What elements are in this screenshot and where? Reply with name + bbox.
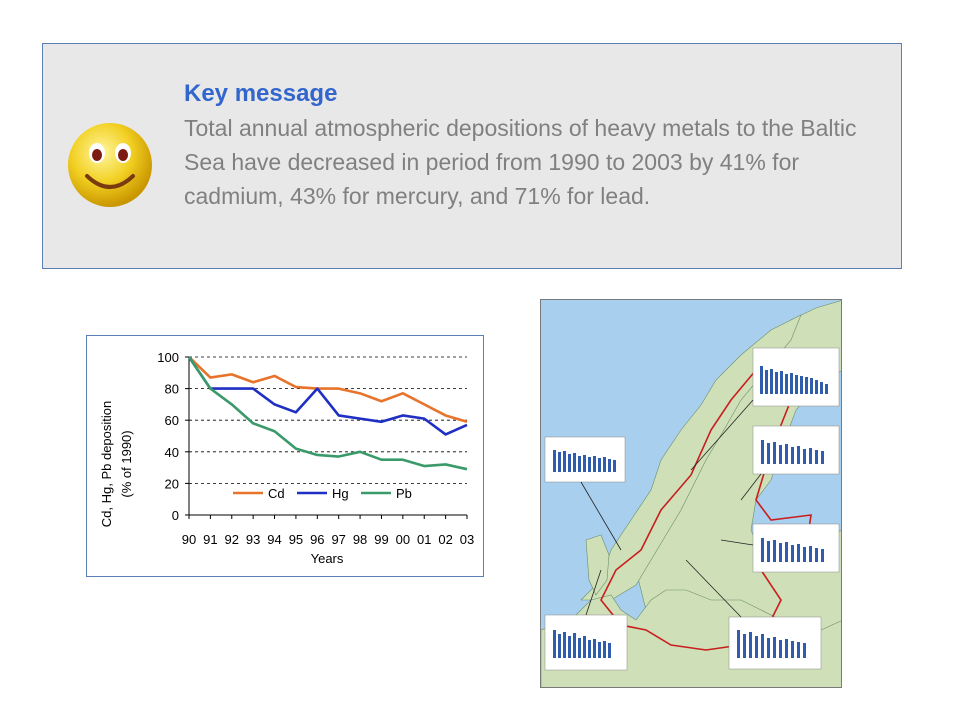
key-message-title: Key message	[184, 80, 338, 107]
x-tick-label: 01	[417, 532, 431, 547]
inset-gulf-of-riga	[752, 523, 840, 573]
series-line-pb	[187, 356, 468, 471]
legend-label-pb: Pb	[396, 486, 412, 501]
x-tick-label: 96	[310, 532, 324, 547]
y-tick-label: 40	[165, 445, 179, 460]
series-line-hg	[187, 356, 468, 436]
x-tick-label: 97	[331, 532, 345, 547]
y-tick-label: 100	[157, 350, 179, 365]
inset-arrows	[580, 399, 762, 618]
inset-kattegat	[544, 436, 626, 483]
y-axis-label: Cd, Hg, Pb deposition	[99, 401, 114, 527]
x-tick-label: 95	[289, 532, 303, 547]
x-tick-label: 91	[203, 532, 217, 547]
x-tick-label: 92	[225, 532, 239, 547]
x-tick-label: 00	[396, 532, 410, 547]
inset-gulf-of-bothnia	[752, 347, 840, 407]
deposition-chart: 0 20 40 60 80 100 90 91 92 93 94 95 96 97 98 99 00 01 02 03…	[86, 335, 484, 577]
inset-gulf-of-finland	[752, 425, 840, 475]
y-tick-label: 20	[165, 476, 179, 491]
y-axis-label-unit: (% of 1990)	[119, 430, 134, 497]
x-tick-label: 98	[353, 532, 367, 547]
x-tick-label: 90	[182, 532, 196, 547]
x-tick-label: 93	[246, 532, 260, 547]
key-message-box	[42, 43, 902, 269]
x-tick-label: 99	[374, 532, 388, 547]
x-tick-label: 03	[460, 532, 474, 547]
norway-coast	[580, 314, 802, 601]
x-tick-label: 02	[438, 532, 452, 547]
inset-belt-sea	[544, 614, 628, 671]
baltic-sea-map	[541, 300, 841, 687]
key-message-body: Total annual atmospheric depositions of …	[184, 115, 857, 209]
y-tick-label: 60	[165, 413, 179, 428]
x-tick-label: 94	[267, 532, 281, 547]
series-line-cd	[188, 356, 468, 424]
line-chart: 0 20 40 60 80 100 90 91 92 93 94 95 96 97 98 99 00 01 02 03…	[99, 350, 474, 566]
x-axis-label: Years	[311, 551, 344, 566]
y-tick-label: 0	[172, 508, 179, 523]
smiley-icon	[68, 123, 152, 207]
baltic-map	[540, 299, 842, 688]
jutland	[585, 534, 610, 596]
legend-label-hg: Hg	[332, 486, 349, 501]
inset-baltic-proper	[728, 616, 822, 670]
y-tick-label: 80	[165, 382, 179, 397]
legend-label-cd: Cd	[268, 486, 285, 501]
